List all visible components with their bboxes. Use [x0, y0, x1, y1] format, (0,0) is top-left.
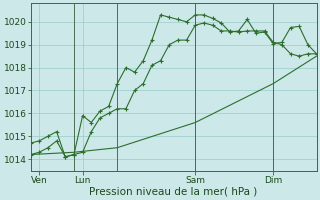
- X-axis label: Pression niveau de la mer( hPa ): Pression niveau de la mer( hPa ): [90, 187, 258, 197]
